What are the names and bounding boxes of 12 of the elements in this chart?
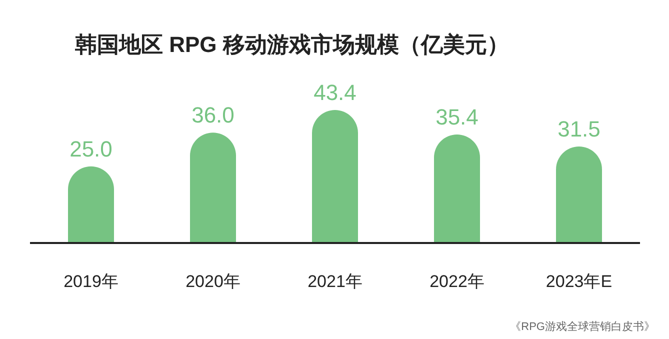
x-tick-label: 2019年: [64, 272, 118, 291]
x-tick-label: 2020年: [186, 272, 240, 291]
x-tick-label: 2023年E: [546, 272, 612, 291]
data-label: 36.0: [192, 102, 234, 128]
x-tick-label: 2022年: [430, 272, 484, 291]
data-label: 43.4: [314, 80, 356, 105]
text: 《RPG游戏全球营销白皮书》: [510, 320, 655, 333]
x-tick-label: 2021年: [308, 272, 362, 291]
data-label: 31.5: [558, 116, 600, 142]
data-label: 35.4: [436, 104, 478, 130]
data-label: 25.0: [70, 136, 112, 162]
chart-title: 韩国地区 RPG 移动游戏市场规模（亿美元）: [74, 32, 509, 57]
